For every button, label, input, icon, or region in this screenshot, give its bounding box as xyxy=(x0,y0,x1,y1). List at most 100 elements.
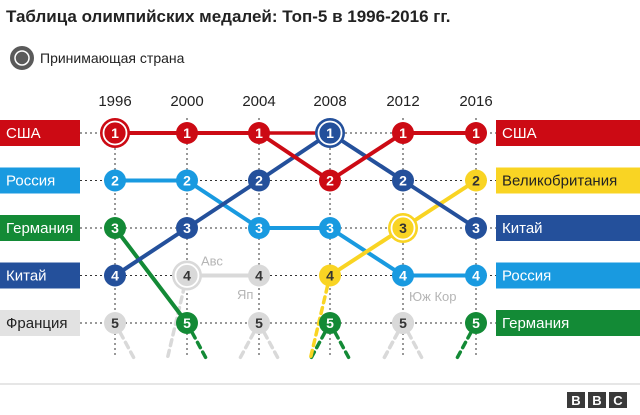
left-label-россия: Россия xyxy=(6,173,55,190)
year-axis: 1996 2000 2004 2008 2012 2016 xyxy=(98,93,492,110)
year-label-2000: 2000 xyxy=(170,93,203,110)
marker-россия-2004 xyxy=(248,217,270,239)
bbc-letter-1: B xyxy=(571,393,580,408)
marker-китай-2004 xyxy=(248,169,270,192)
line-китай-1996-2000 xyxy=(113,226,189,278)
host-legend-icon-ring xyxy=(14,50,30,66)
bbc-letter-2: B xyxy=(592,393,601,408)
marker-великобритания-2008 xyxy=(319,264,341,287)
marker-россия-2012-rank: 4 xyxy=(399,268,407,284)
annotation-юж-кор: Юж Кор xyxy=(409,289,456,304)
left-label-box-франция xyxy=(0,310,80,336)
marker-китай-2012 xyxy=(392,169,414,192)
right-label-box-германия xyxy=(496,310,640,336)
marker-китай-2016-rank: 3 xyxy=(472,220,480,236)
marker-япония-2004 xyxy=(248,312,270,334)
left-label-германия: Германия xyxy=(6,220,73,237)
annotations: Авс Яп Юж Кор xyxy=(201,254,456,305)
marker-австралия-2000-rank: 4 xyxy=(183,268,191,284)
left-label-box-сша xyxy=(0,120,80,146)
right-label-китай: Китай xyxy=(502,220,543,237)
host-legend-icon xyxy=(10,46,34,70)
right-labels: США Великобритания Китай Россия Германия xyxy=(496,120,640,336)
left-label-сша: США xyxy=(6,125,41,142)
marker-австралия-2004-rank: 4 xyxy=(255,268,263,284)
exit-lines xyxy=(113,131,478,362)
right-label-германия: Германия xyxy=(502,315,569,332)
marker-франция-1996 xyxy=(104,312,126,334)
marker-германия-2000-rank: 5 xyxy=(183,315,191,331)
marker-россия-2008 xyxy=(319,217,341,239)
marker-сша-2012-rank: 1 xyxy=(399,125,407,141)
left-label-box-германия xyxy=(0,215,80,241)
marker-германия-2016-rank: 5 xyxy=(472,315,480,331)
line-сша-2008-2012 xyxy=(328,131,405,183)
chart-title: Таблица олимпийских медалей: Топ-5 в 199… xyxy=(6,7,450,26)
marker-китай-2008-host-ring xyxy=(317,120,343,146)
rank-markers: 5544553555223344432432123111211 xyxy=(100,118,487,334)
marker-южная-корея-2012-rank: 5 xyxy=(399,315,407,331)
left-label-box-россия xyxy=(0,167,80,194)
marker-япония-2004-rank: 5 xyxy=(255,315,263,331)
marker-великобритания-2008-rank: 4 xyxy=(326,268,334,284)
year-label-1996: 1996 xyxy=(98,93,131,110)
marker-сша-2004-rank: 1 xyxy=(255,125,263,141)
marker-сша-2012 xyxy=(392,122,414,144)
left-label-китай: Китай xyxy=(6,268,47,285)
marker-россия-1996-rank: 2 xyxy=(111,173,119,189)
marker-сша-2000-rank: 1 xyxy=(183,125,191,141)
marker-германия-2008-rank: 5 xyxy=(326,315,334,331)
right-label-box-великобритания xyxy=(496,167,640,194)
annotation-яп: Яп xyxy=(237,287,253,302)
marker-южная-корея-2012 xyxy=(392,312,414,334)
right-label-box-сша xyxy=(496,120,640,146)
marker-германия-2008 xyxy=(319,312,341,334)
marker-россия-2016-rank: 4 xyxy=(472,268,480,284)
bbc-logo: B B C xyxy=(567,392,627,408)
year-label-2012: 2012 xyxy=(386,93,419,110)
marker-сша-1996-rank: 1 xyxy=(111,125,119,141)
host-legend-label: Принимающая страна xyxy=(40,50,185,66)
marker-китай-2008-rank: 1 xyxy=(326,125,334,141)
marker-германия-1996-rank: 3 xyxy=(111,220,119,236)
marker-россия-2008-rank: 3 xyxy=(326,220,334,236)
marker-великобритания-2016 xyxy=(465,169,487,192)
marker-россия-2000-rank: 2 xyxy=(183,173,191,189)
marker-великобритания-2012-host-ring xyxy=(390,215,416,241)
bbc-block-2 xyxy=(588,392,606,408)
year-label-2004: 2004 xyxy=(242,93,275,110)
marker-сша-2008 xyxy=(319,169,341,192)
marker-германия-2016 xyxy=(465,312,487,334)
marker-китай-2000 xyxy=(176,217,198,239)
line-германия-1996-2000 xyxy=(113,226,189,325)
bbc-block-1 xyxy=(567,392,585,408)
marker-сша-2004 xyxy=(248,122,270,144)
marker-китай-2004-rank: 2 xyxy=(255,173,263,189)
marker-россия-2000 xyxy=(176,169,198,192)
annotation-авс: Авс xyxy=(201,254,223,269)
marker-германия-2000 xyxy=(176,312,198,334)
right-label-сша: США xyxy=(502,125,537,142)
exit-великобритания-12 xyxy=(308,273,332,362)
year-label-2008: 2008 xyxy=(313,93,346,110)
bbc-block-3 xyxy=(609,392,627,408)
left-label-франция: Франция xyxy=(6,315,67,332)
marker-китай-1996 xyxy=(104,264,126,287)
legend: Принимающая страна xyxy=(10,46,185,70)
marker-австралия-2000-host-ring xyxy=(174,263,200,288)
left-labels: США Россия Германия Китай Франция xyxy=(0,120,80,336)
right-label-box-китай xyxy=(496,215,640,241)
year-label-2016: 2016 xyxy=(459,93,492,110)
right-label-россия: Россия xyxy=(502,268,551,285)
marker-китай-2012-rank: 2 xyxy=(399,173,407,189)
marker-австралия-2004 xyxy=(248,264,270,287)
right-label-box-россия xyxy=(496,262,640,289)
line-китай-2012-2016 xyxy=(401,178,478,230)
marker-россия-1996 xyxy=(104,169,126,192)
marker-великобритания-2016-rank: 2 xyxy=(472,173,480,189)
marker-франция-1996-rank: 5 xyxy=(111,315,119,331)
line-сша-2004-2008 xyxy=(257,131,332,183)
bbc-letter-3: C xyxy=(613,393,623,408)
